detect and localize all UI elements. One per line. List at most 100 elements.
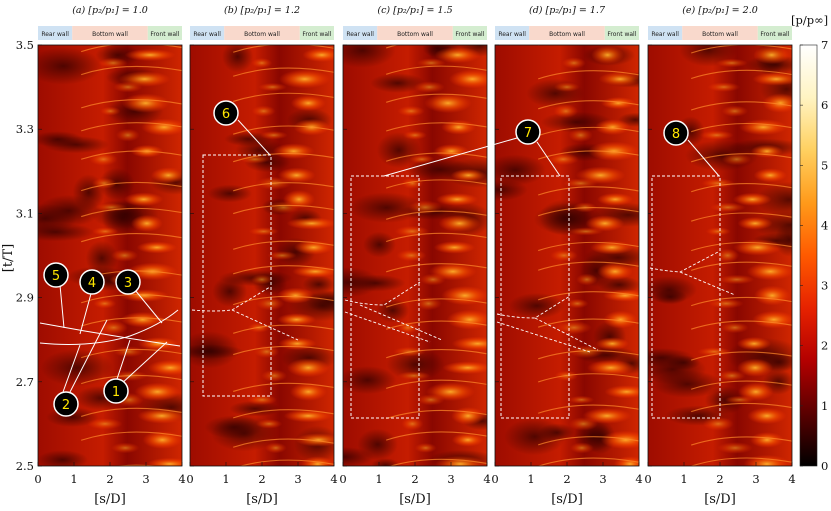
svg-text:6: 6 [222, 107, 230, 122]
x-tick-label: 3 [142, 472, 149, 486]
highlight-box [202, 154, 272, 397]
colorbar-tick-label: 2 [821, 339, 828, 353]
heatmap-field [343, 45, 487, 466]
front-wall-band [299, 26, 334, 40]
y-axis-label: [t/T] [1, 244, 16, 272]
annotation-line [79, 289, 93, 335]
rear-wall-label: Rear wall [346, 31, 374, 38]
wave-trace [649, 251, 736, 296]
rear-wall-band [190, 26, 225, 40]
rear-wall-band [495, 26, 530, 40]
panel-d: (d) [p₂/p₁] = 1.7 Rear wall Bottom wall Fro… [491, 5, 642, 507]
bottom-wall-band [682, 26, 758, 40]
annotation-line [114, 339, 131, 386]
x-tick-label: 1 [680, 472, 687, 486]
x-tick-label: 2 [716, 472, 723, 486]
y-tick-label: 3.5 [16, 38, 34, 52]
panel-title: (c) [p₂/p₁] = 1.5 [377, 5, 452, 16]
bottom-wall-label: Bottom wall [397, 31, 433, 38]
callout-7: 7 [515, 119, 541, 145]
colorbar: [p/p∞] 0 1 2 3 4 5 6 7 [791, 13, 828, 473]
heatmap-field [38, 45, 182, 466]
x-tick-label: 1 [375, 472, 382, 486]
bottom-wall-band [224, 26, 300, 40]
svg-text:2: 2 [62, 398, 70, 413]
front-wall-band [757, 26, 792, 40]
annotation-line [134, 289, 163, 324]
y-tick-label: 3.3 [16, 122, 34, 136]
bottom-wall-label: Bottom wall [702, 31, 738, 38]
colorbar-ticks: 0 1 2 3 4 5 6 7 [800, 38, 828, 473]
callout-2: 2 [53, 391, 79, 417]
heatmap-field [648, 45, 792, 466]
y-tick-label: 3.1 [16, 206, 34, 220]
colorbar-label: [p/p∞] [791, 13, 828, 27]
x-tick-label: 0 [644, 472, 651, 486]
rear-wall-band [648, 26, 683, 40]
annotations: 5 4 3 2 1 6 7 8 [39, 100, 736, 419]
panels: (a) [p₂/p₁] = 1.0 Rear wall Bottom wall Fro… [34, 5, 795, 507]
bottom-wall-band [529, 26, 605, 40]
rear-wall-label: Rear wall [193, 31, 221, 38]
rear-wall-label: Rear wall [498, 31, 526, 38]
x-axis-label: [s/D] [704, 492, 736, 507]
bottom-wall-label: Bottom wall [244, 31, 280, 38]
x-tick-label: 0 [491, 472, 498, 486]
annotation-line [237, 119, 271, 156]
x-axis-label: [s/D] [399, 492, 431, 507]
y-tick-label: 2.7 [16, 375, 34, 389]
front-wall-band [604, 26, 639, 40]
callout-4: 4 [79, 269, 105, 295]
x-tick-label: 3 [447, 472, 454, 486]
panel-a: (a) [p₂/p₁] = 1.0 Rear wall Bottom wall Fro… [34, 5, 185, 507]
wave-trace [344, 281, 443, 343]
x-tick-label: 3 [599, 472, 606, 486]
svg-text:5: 5 [52, 269, 60, 284]
bottom-wall-label: Bottom wall [92, 31, 128, 38]
x-tick-label: 2 [563, 472, 570, 486]
rear-wall-label: Rear wall [651, 31, 679, 38]
x-axis-label: [s/D] [94, 492, 126, 507]
bottom-wall-label: Bottom wall [549, 31, 585, 38]
annotation-line [536, 141, 561, 177]
wave-trace [191, 286, 299, 341]
svg-text:8: 8 [672, 127, 680, 142]
y-tick-label: 2.5 [16, 459, 34, 473]
wave-trace [39, 309, 179, 345]
colorbar-tick-label: 0 [821, 459, 828, 473]
x-tick-label: 4 [178, 472, 185, 486]
rear-wall-label: Rear wall [41, 31, 69, 38]
x-tick-label: 4 [483, 472, 490, 486]
x-tick-label: 0 [186, 472, 193, 486]
rear-wall-band [38, 26, 73, 40]
annotation-line [119, 341, 168, 386]
front-wall-label: Front wall [150, 31, 179, 38]
panel-title: (b) [p₂/p₁] = 1.2 [224, 5, 300, 16]
panel-title: (e) [p₂/p₁] = 2.0 [682, 5, 758, 16]
annotation-line [62, 344, 81, 393]
colorbar-tick-label: 4 [821, 218, 828, 232]
callout-1: 1 [103, 378, 129, 404]
front-wall-band [452, 26, 487, 40]
callout-8: 8 [663, 120, 689, 146]
colorbar-tick-label: 3 [821, 279, 828, 293]
x-tick-label: 4 [635, 472, 642, 486]
bottom-wall-band [377, 26, 453, 40]
x-tick-label: 2 [258, 472, 265, 486]
x-tick-label: 1 [222, 472, 229, 486]
rear-wall-band [343, 26, 378, 40]
x-axis-label: [s/D] [551, 492, 583, 507]
panel-c: (c) [p₂/p₁] = 1.5 Rear wall Bottom wall Fro… [339, 5, 490, 507]
panel-b: (b) [p₂/p₁] = 1.2 Rear wall Bottom wall Fro… [186, 5, 337, 507]
x-tick-label: 1 [70, 472, 77, 486]
callout-5: 5 [43, 262, 69, 288]
colorbar-tick-label: 6 [821, 98, 828, 112]
svg-text:7: 7 [524, 126, 532, 141]
callout-3: 3 [115, 269, 141, 295]
colorbar-tick-label: 1 [821, 399, 828, 413]
y-tick-label: 2.9 [16, 291, 34, 305]
x-tick-label: 3 [294, 472, 301, 486]
svg-text:4: 4 [88, 276, 96, 291]
svg-text:3: 3 [124, 276, 132, 291]
panel-e: (e) [p₂/p₁] = 2.0 Rear wall Bottom wall Fro… [644, 5, 795, 507]
